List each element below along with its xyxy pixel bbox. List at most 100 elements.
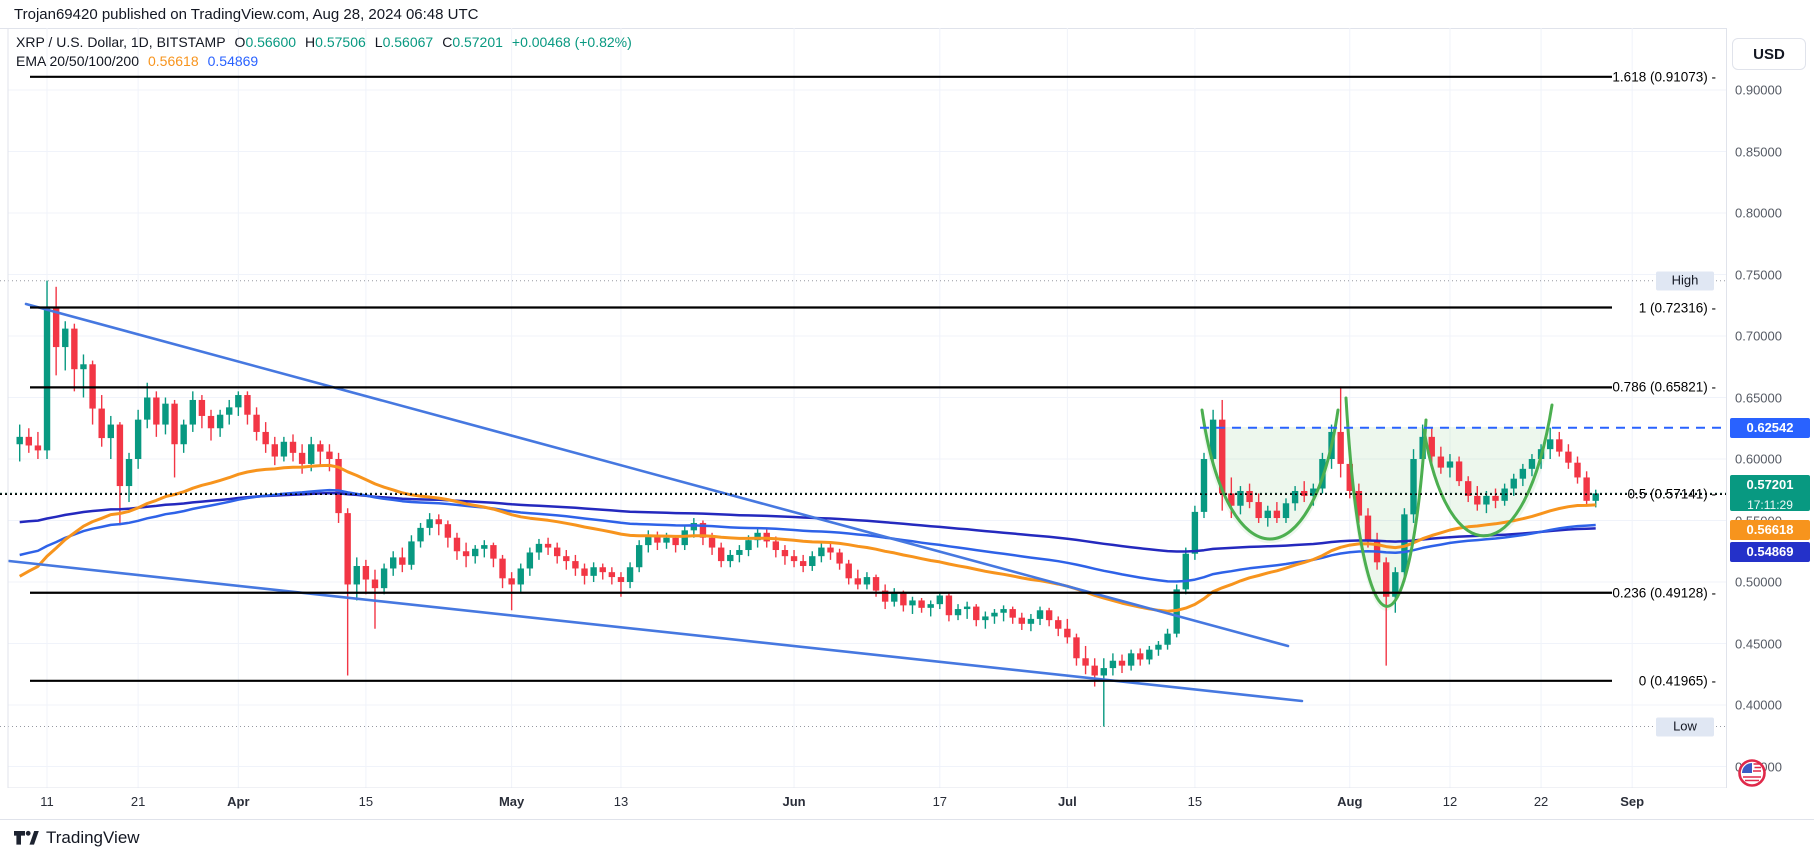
candle-body [590, 567, 597, 576]
candle-body [526, 552, 534, 569]
candle-body [490, 545, 497, 559]
candle-body [1401, 514, 1408, 573]
candle-body [1446, 461, 1454, 468]
footer-bar: TradingView [0, 819, 1814, 855]
candle-body [1100, 668, 1107, 676]
candle-body [16, 436, 23, 445]
ema-row[interactable]: EMA 20/50/100/200 0.56618 0.54869 [16, 52, 632, 71]
time-tick-label: Jul [1057, 794, 1077, 809]
candle-body [1556, 439, 1563, 452]
candle-body [863, 577, 871, 585]
time-tick-label: 15 [358, 794, 374, 809]
candle-body [608, 572, 616, 578]
candle-body [535, 543, 543, 553]
candle-body [799, 561, 807, 567]
candle-body [125, 459, 133, 487]
candle-body [1428, 436, 1435, 457]
candle-body [371, 579, 379, 589]
candle-body [790, 556, 798, 562]
candle-body [836, 552, 843, 564]
candle-body [1146, 649, 1153, 660]
candle-body [253, 414, 260, 432]
candle-body [380, 568, 388, 589]
candle-body [1364, 515, 1372, 541]
time-tick-label: Jun [782, 794, 806, 809]
candle-body [736, 550, 743, 555]
symbol-row[interactable]: XRP / U.S. Dollar, 1D, BITSTAMP O0.56600… [16, 33, 632, 52]
candle-body [745, 540, 752, 551]
candle-body [1574, 462, 1581, 478]
candle-body [845, 563, 852, 579]
candle-body [909, 600, 916, 606]
open-value: O0.56600 [234, 34, 297, 50]
candle-body [1337, 431, 1344, 464]
ema-indicator-label: EMA 20/50/100/200 [16, 53, 139, 69]
candle-body [781, 550, 789, 557]
candle-body [80, 364, 87, 370]
candle-body [335, 459, 342, 514]
candle-body [508, 578, 515, 585]
candle-body [617, 577, 625, 582]
candle-body [1528, 459, 1536, 469]
candle-body [472, 548, 479, 557]
candle-body [298, 452, 306, 464]
fib-level-label: 1 (0.72316) - [1638, 300, 1716, 315]
candle-body [754, 532, 761, 541]
candle-body [399, 557, 406, 565]
candle-body [681, 530, 688, 546]
candle-body [289, 441, 297, 453]
candle-body [1064, 628, 1071, 638]
candle-body [52, 307, 60, 348]
candle-body [1546, 439, 1554, 450]
ema-orange-value: 0.56618 [148, 53, 199, 69]
candle-body [1209, 419, 1217, 459]
candle-body [1228, 493, 1235, 506]
time-tick-label: 12 [1442, 794, 1458, 809]
ema-blue-value: 0.54869 [207, 53, 259, 69]
candle-body [544, 543, 552, 548]
candle-body [1155, 644, 1162, 650]
candle-body [1200, 459, 1208, 512]
candle-body [936, 595, 944, 605]
candle-body [408, 541, 415, 565]
tradingview-logo-icon[interactable] [13, 828, 39, 848]
candle-body [854, 578, 862, 585]
candle-body [553, 547, 561, 557]
candle-body [1510, 478, 1517, 489]
time-axis[interactable]: 11 21 Apr 15 May 13 Jun 17 Jul 15 Aug 12 22 Sep [0, 788, 1814, 818]
candle-body [426, 519, 433, 528]
currency-button[interactable]: USD [1732, 38, 1806, 70]
tradingview-wordmark[interactable]: TradingView [46, 828, 140, 847]
price-axis[interactable]: 0.90000 0.85000 0.80000 0.75000 0.70000 0.650… [1726, 28, 1814, 788]
candle-body [271, 444, 278, 457]
candle-body [581, 568, 588, 576]
candle-body [1310, 488, 1317, 496]
candle-body [900, 593, 907, 606]
candle-body [891, 593, 898, 602]
price-tick-label: 0.65000 [1735, 390, 1782, 405]
price-tick-label: 0.85000 [1735, 144, 1782, 159]
candle-body [954, 609, 962, 616]
candle-body [1018, 617, 1025, 624]
candle-body [1455, 461, 1463, 482]
candle-body [1082, 658, 1089, 666]
candle-body [1127, 653, 1135, 666]
candle-body [71, 328, 78, 370]
candle-body [517, 568, 524, 585]
candle-body [198, 399, 206, 416]
low-marker-label: Low [1656, 717, 1714, 737]
time-tick-label: 11 [40, 794, 54, 809]
candle-body [62, 328, 69, 348]
candle-body [672, 537, 679, 546]
candle-body [572, 561, 579, 569]
candle-body [107, 424, 114, 439]
cup-arc [1344, 396, 1428, 608]
ema-blue-chip: 0.54869 [1730, 542, 1810, 562]
candle-body [481, 545, 488, 549]
time-tick-label: Aug [1337, 794, 1363, 809]
candle-body [43, 307, 51, 451]
candle-body [963, 606, 971, 610]
region-flag-icon[interactable] [1737, 758, 1767, 788]
candle-body [34, 445, 42, 451]
